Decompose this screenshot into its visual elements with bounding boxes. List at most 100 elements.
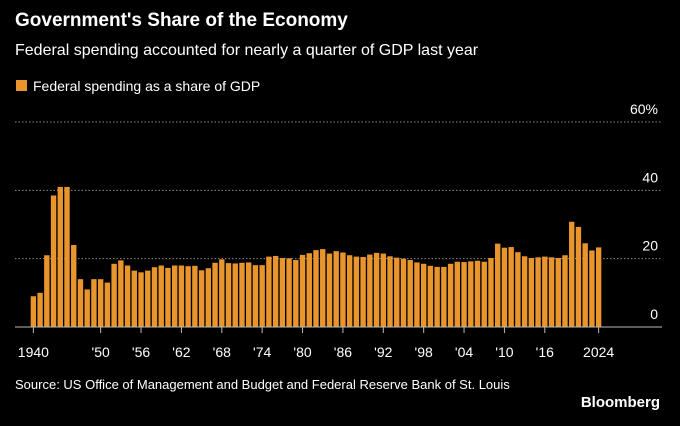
x-tick-label: '98 bbox=[415, 344, 433, 360]
bar bbox=[151, 267, 158, 327]
bar bbox=[185, 266, 191, 327]
bar bbox=[569, 221, 575, 327]
bar bbox=[205, 268, 212, 327]
bar bbox=[575, 226, 582, 327]
bar bbox=[346, 255, 353, 327]
x-tick-label: '62 bbox=[172, 344, 190, 360]
x-tick-label: 2024 bbox=[583, 344, 614, 360]
bar bbox=[387, 256, 393, 327]
bar bbox=[246, 262, 252, 327]
bar bbox=[97, 279, 104, 327]
bar bbox=[232, 263, 238, 327]
bar bbox=[77, 279, 84, 327]
bar bbox=[508, 247, 514, 327]
bar bbox=[461, 262, 467, 327]
source-box: Source: US Office of Management and Budg… bbox=[15, 377, 510, 392]
bar bbox=[64, 186, 70, 327]
bar bbox=[37, 292, 43, 327]
bar bbox=[420, 263, 427, 327]
bar bbox=[219, 259, 225, 327]
bar bbox=[138, 272, 144, 327]
bar bbox=[373, 252, 380, 327]
bar bbox=[320, 249, 326, 327]
bar bbox=[340, 252, 346, 327]
bar bbox=[333, 251, 339, 327]
bar bbox=[165, 267, 171, 327]
bar bbox=[299, 254, 306, 327]
bar bbox=[360, 256, 366, 327]
bar bbox=[535, 257, 541, 327]
bar bbox=[124, 265, 131, 327]
bar bbox=[50, 195, 57, 327]
bar bbox=[158, 265, 164, 327]
bar bbox=[380, 253, 386, 327]
chart-subtitle: Federal spending accounted for nearly a … bbox=[15, 42, 479, 59]
bar bbox=[118, 260, 124, 327]
bar bbox=[306, 253, 312, 327]
bar bbox=[501, 247, 508, 327]
x-tick-label: '80 bbox=[293, 344, 311, 360]
bar bbox=[44, 255, 50, 327]
bar bbox=[434, 266, 440, 327]
y-tick-label: 60% bbox=[630, 101, 658, 117]
brand: Bloomberg bbox=[581, 394, 660, 411]
bar bbox=[441, 266, 447, 327]
bar bbox=[111, 263, 117, 327]
bar bbox=[192, 265, 198, 327]
bar bbox=[495, 243, 501, 327]
bar bbox=[286, 258, 292, 327]
bar bbox=[225, 263, 232, 327]
bar bbox=[279, 257, 286, 327]
bar bbox=[528, 257, 535, 327]
x-tick-label: '86 bbox=[334, 344, 352, 360]
bar bbox=[313, 250, 319, 327]
x-tick-label: '16 bbox=[536, 344, 554, 360]
bar bbox=[474, 260, 481, 327]
bar bbox=[481, 261, 487, 327]
chart-title: Government's Share of the Economy bbox=[15, 10, 348, 31]
bar bbox=[447, 263, 454, 327]
bar bbox=[171, 265, 178, 327]
bar bbox=[515, 252, 521, 327]
bar bbox=[454, 261, 461, 327]
x-tick-label: '68 bbox=[213, 344, 231, 360]
bar bbox=[272, 255, 279, 327]
bar bbox=[394, 257, 400, 327]
bar bbox=[259, 265, 265, 327]
bar bbox=[414, 262, 420, 327]
bar bbox=[252, 265, 259, 327]
x-tick-label: '10 bbox=[495, 344, 513, 360]
bar bbox=[198, 270, 205, 327]
bar bbox=[293, 260, 299, 327]
legend-swatch bbox=[16, 80, 27, 91]
bar bbox=[145, 270, 151, 327]
x-tick-label: '56 bbox=[132, 344, 150, 360]
x-tick-label: '74 bbox=[253, 344, 271, 360]
bar bbox=[407, 260, 413, 327]
bar bbox=[104, 282, 111, 327]
bar bbox=[562, 255, 568, 327]
bar bbox=[367, 254, 373, 327]
x-tick-label: 1940 bbox=[18, 344, 49, 360]
x-tick-label: '50 bbox=[92, 344, 110, 360]
bar bbox=[400, 258, 407, 327]
bar bbox=[595, 247, 602, 327]
bar bbox=[542, 256, 548, 327]
x-tick-label: '92 bbox=[374, 344, 392, 360]
bar bbox=[266, 256, 272, 327]
bar bbox=[589, 250, 595, 327]
y-tick-label: 0 bbox=[650, 306, 658, 322]
bar bbox=[212, 262, 218, 327]
bar bbox=[91, 279, 97, 327]
bar bbox=[353, 256, 360, 327]
bar bbox=[30, 296, 37, 327]
source-note: Source: US Office of Management and Budg… bbox=[15, 377, 510, 392]
y-tick-label: 40 bbox=[642, 169, 658, 185]
bar bbox=[582, 243, 588, 327]
bar bbox=[71, 245, 77, 327]
y-tick-label: 20 bbox=[642, 238, 658, 254]
bar bbox=[427, 265, 434, 327]
bar bbox=[239, 262, 245, 327]
bar bbox=[468, 261, 474, 327]
